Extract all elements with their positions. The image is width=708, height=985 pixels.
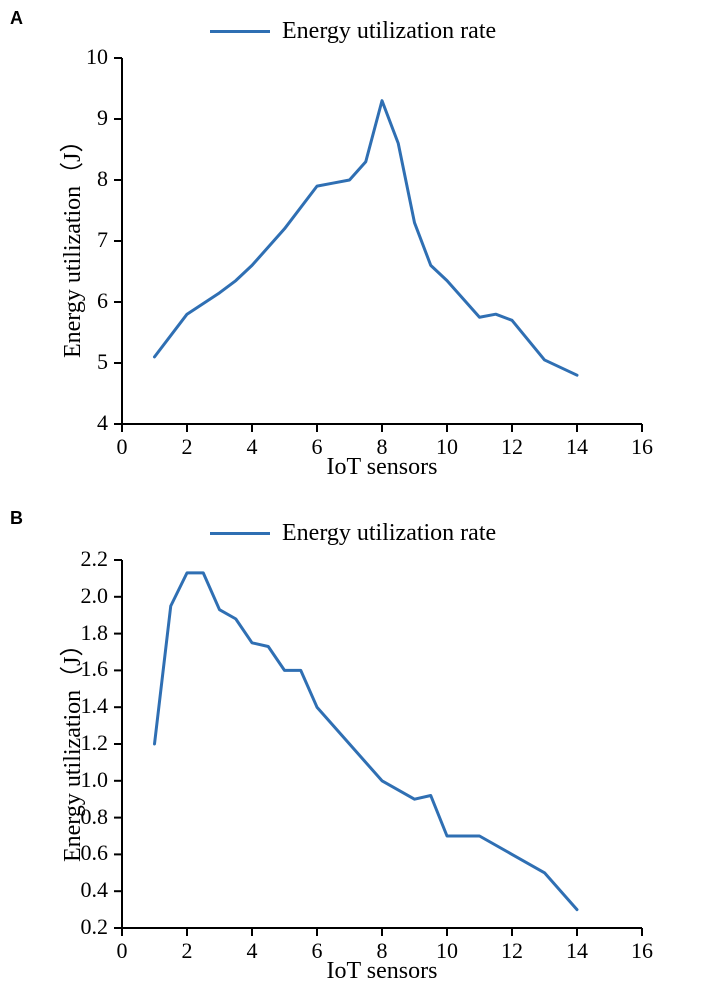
y-tick-label: 8: [97, 166, 108, 192]
series-line: [155, 573, 578, 910]
y-tick-label: 5: [97, 349, 108, 375]
legend-b: Energy utilization rate: [210, 520, 496, 547]
legend-swatch: [210, 532, 270, 535]
plot-a: [122, 58, 642, 424]
panel-label-b: B: [10, 508, 23, 529]
legend-a: Energy utilization rate: [210, 18, 496, 45]
y-tick-label: 10: [86, 44, 108, 70]
legend-label: Energy utilization rate: [282, 18, 496, 45]
y-axis-label: Energy utilization（J）: [52, 129, 87, 359]
series-line: [155, 101, 578, 376]
legend-swatch: [210, 30, 270, 33]
figure: AEnergy utilization rate0246810121416456…: [0, 0, 708, 973]
y-tick-label: 0.4: [81, 877, 109, 903]
plot-b: [122, 560, 642, 928]
y-tick-label: 7: [97, 227, 108, 253]
y-tick-label: 2.2: [81, 546, 109, 572]
x-axis-label: IoT sensors: [122, 958, 642, 985]
x-axis-label: IoT sensors: [122, 454, 642, 481]
y-tick-label: 0.2: [81, 914, 109, 940]
legend-label: Energy utilization rate: [282, 520, 496, 547]
y-tick-label: 6: [97, 288, 108, 314]
y-axis-label: Energy utilization（J）: [52, 632, 87, 862]
y-tick-label: 2.0: [81, 583, 109, 609]
panel-label-a: A: [10, 8, 23, 29]
y-tick-label: 9: [97, 105, 108, 131]
y-tick-label: 4: [97, 410, 108, 436]
